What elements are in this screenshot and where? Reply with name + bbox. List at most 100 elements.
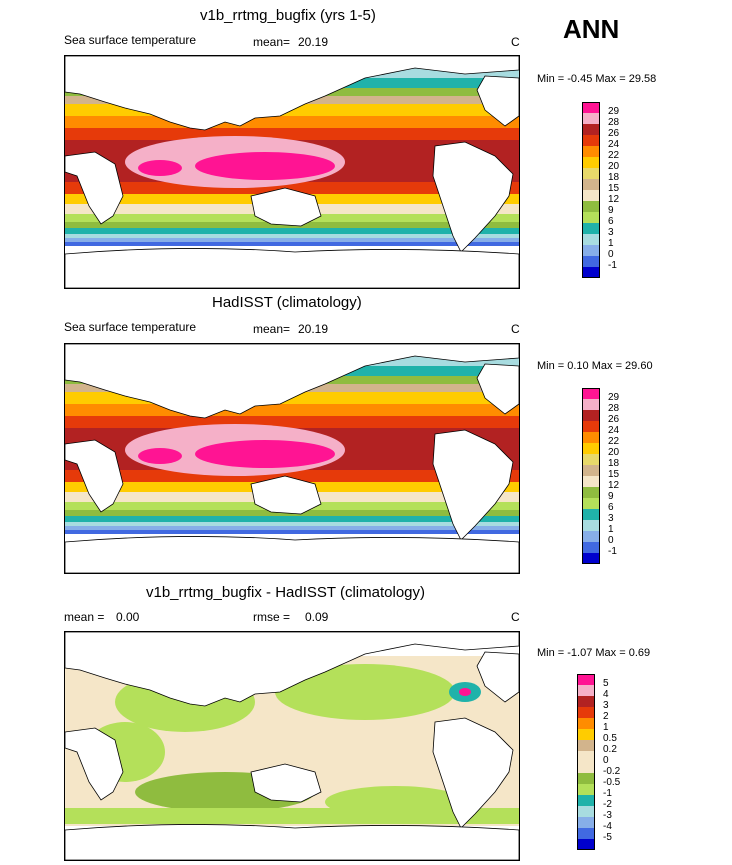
panel1-colorbar-swatch bbox=[582, 146, 600, 157]
panel1-colorbar-label: 9 bbox=[608, 205, 614, 216]
panel1-mean-value: 20.19 bbox=[298, 35, 329, 49]
panel3-colorbar-swatch bbox=[577, 674, 595, 685]
panel2-colorbar-swatch bbox=[582, 443, 600, 454]
panel3-diff-field bbox=[65, 632, 519, 860]
panel1-minmax: Min = -0.45 Max = 29.58 bbox=[537, 73, 657, 85]
panel1-colorbar-label: 15 bbox=[608, 183, 620, 194]
panel1-colorbar-label: 18 bbox=[608, 172, 620, 183]
panel3-colorbar-swatch bbox=[577, 751, 595, 762]
panel1-colorbar-swatch bbox=[582, 168, 600, 179]
panel3-colorbar-swatch bbox=[577, 740, 595, 751]
panel3-colorbar-label: -5 bbox=[603, 832, 612, 843]
panel2-map bbox=[64, 343, 520, 574]
panel1-colorbar-label: 24 bbox=[608, 139, 620, 150]
panel3-colorbar-swatch bbox=[577, 718, 595, 729]
season-label: ANN bbox=[563, 14, 620, 44]
panel2-colorbar-label: 26 bbox=[608, 414, 620, 425]
panel3-colorbar-label: 2 bbox=[603, 711, 609, 722]
panel3-colorbar-swatch bbox=[577, 795, 595, 806]
panel2-colorbar-label: 6 bbox=[608, 502, 614, 513]
panel2-colorbar-label: 20 bbox=[608, 447, 620, 458]
panel2-colorbar-swatch bbox=[582, 520, 600, 531]
panel3-colorbar-swatch bbox=[577, 828, 595, 839]
panel2-colorbar-swatch bbox=[582, 388, 600, 399]
panel2-colorbar-swatch bbox=[582, 432, 600, 443]
panel2-mean-value: 20.19 bbox=[298, 322, 329, 336]
panel3-colorbar-swatch bbox=[577, 707, 595, 718]
panel1-colorbar-label: 29 bbox=[608, 106, 620, 117]
panel1-colorbar-label: 0 bbox=[608, 249, 614, 260]
panel2-colorbar-swatch bbox=[582, 553, 600, 564]
panel1-sst-field bbox=[65, 56, 519, 288]
panel3-colorbar-swatch bbox=[577, 762, 595, 773]
panel2-colorbar-label: 1 bbox=[608, 524, 614, 535]
panel1-colorbar-swatch bbox=[582, 201, 600, 212]
panel2-variable: Sea surface temperature bbox=[64, 320, 197, 334]
panel3-mean-value: 0.00 bbox=[116, 610, 140, 624]
panel2-colorbar-label: 0 bbox=[608, 535, 614, 546]
panel3-colorbar-swatch bbox=[577, 729, 595, 740]
panel2-colorbar-swatch bbox=[582, 498, 600, 509]
panel3-colorbar-label: 1 bbox=[603, 722, 609, 733]
panel2-colorbar-label: -1 bbox=[608, 546, 617, 557]
panel1-colorbar-swatch bbox=[582, 102, 600, 113]
panel2-colorbar-label: 15 bbox=[608, 469, 620, 480]
panel3-colorbar-label: 0.5 bbox=[603, 733, 617, 744]
panel1-units: C bbox=[511, 35, 520, 49]
panel2-sst-field bbox=[65, 344, 519, 573]
panel1-mean-label: mean= bbox=[253, 35, 291, 49]
panel2-mean-label: mean= bbox=[253, 322, 291, 336]
panel3-colorbar-label: 4 bbox=[603, 689, 609, 700]
panel3-map bbox=[64, 631, 520, 861]
panel2-colorbar-label: 9 bbox=[608, 491, 614, 502]
panel3-colorbar-swatch bbox=[577, 806, 595, 817]
panel2-colorbar-swatch bbox=[582, 421, 600, 432]
panel1-colorbar-swatch bbox=[582, 135, 600, 146]
panel2-colorbar-label: 18 bbox=[608, 458, 620, 469]
panel2-colorbar-swatch bbox=[582, 454, 600, 465]
panel1-colorbar-swatch bbox=[582, 234, 600, 245]
panel1-colorbar-swatch bbox=[582, 113, 600, 124]
panel1-colorbar-label: 12 bbox=[608, 194, 620, 205]
panel1-colorbar-label: 6 bbox=[608, 216, 614, 227]
panel2-minmax: Min = 0.10 Max = 29.60 bbox=[537, 360, 653, 372]
panel3-units: C bbox=[511, 610, 520, 624]
panel1-colorbar-label: 3 bbox=[608, 227, 614, 238]
panel2-title: HadISST (climatology) bbox=[212, 294, 362, 311]
panel1-colorbar-swatch bbox=[582, 124, 600, 135]
panel2-colorbar-swatch bbox=[582, 487, 600, 498]
panel3-rmse-value: 0.09 bbox=[305, 610, 329, 624]
panel2-colorbar-label: 28 bbox=[608, 403, 620, 414]
panel2-colorbar-swatch bbox=[582, 476, 600, 487]
panel3-title: v1b_rrtmg_bugfix - HadISST (climatology) bbox=[146, 584, 425, 601]
panel1-colorbar-label: 22 bbox=[608, 150, 620, 161]
panel3-colorbar-label: 0 bbox=[603, 755, 609, 766]
panel3-colorbar-swatch bbox=[577, 685, 595, 696]
panel3-colorbar-label: -2 bbox=[603, 799, 612, 810]
panel2-colorbar-label: 3 bbox=[608, 513, 614, 524]
panel1-colorbar-label: 20 bbox=[608, 161, 620, 172]
panel3-colorbar-label: 0.2 bbox=[603, 744, 617, 755]
panel2-colorbar-label: 29 bbox=[608, 392, 620, 403]
panel3-colorbar-swatch bbox=[577, 839, 595, 850]
panel3-rmse-label: rmse = bbox=[253, 610, 291, 624]
panel3-colorbar-swatch bbox=[577, 696, 595, 707]
panel2-units: C bbox=[511, 322, 520, 336]
panel1-colorbar-label: -1 bbox=[608, 260, 617, 271]
panel2-colorbar-swatch bbox=[582, 399, 600, 410]
panel3-mean-label: mean = bbox=[64, 610, 105, 624]
panel2-colorbar-swatch bbox=[582, 465, 600, 476]
panel1-colorbar-label: 28 bbox=[608, 117, 620, 128]
panel2-colorbar-label: 22 bbox=[608, 436, 620, 447]
panel1-colorbar-swatch bbox=[582, 223, 600, 234]
panel1-colorbar-swatch bbox=[582, 190, 600, 201]
panel2-colorbar-swatch bbox=[582, 509, 600, 520]
panel1-colorbar-swatch bbox=[582, 212, 600, 223]
panel1-colorbar-label: 1 bbox=[608, 238, 614, 249]
panel2-colorbar-swatch bbox=[582, 531, 600, 542]
panel1-variable: Sea surface temperature bbox=[64, 33, 197, 47]
panel3-minmax: Min = -1.07 Max = 0.69 bbox=[537, 647, 651, 659]
panel3-colorbar-swatch bbox=[577, 784, 595, 795]
panel3-colorbar-label: -0.2 bbox=[603, 766, 621, 777]
panel1-colorbar-swatch bbox=[582, 256, 600, 267]
